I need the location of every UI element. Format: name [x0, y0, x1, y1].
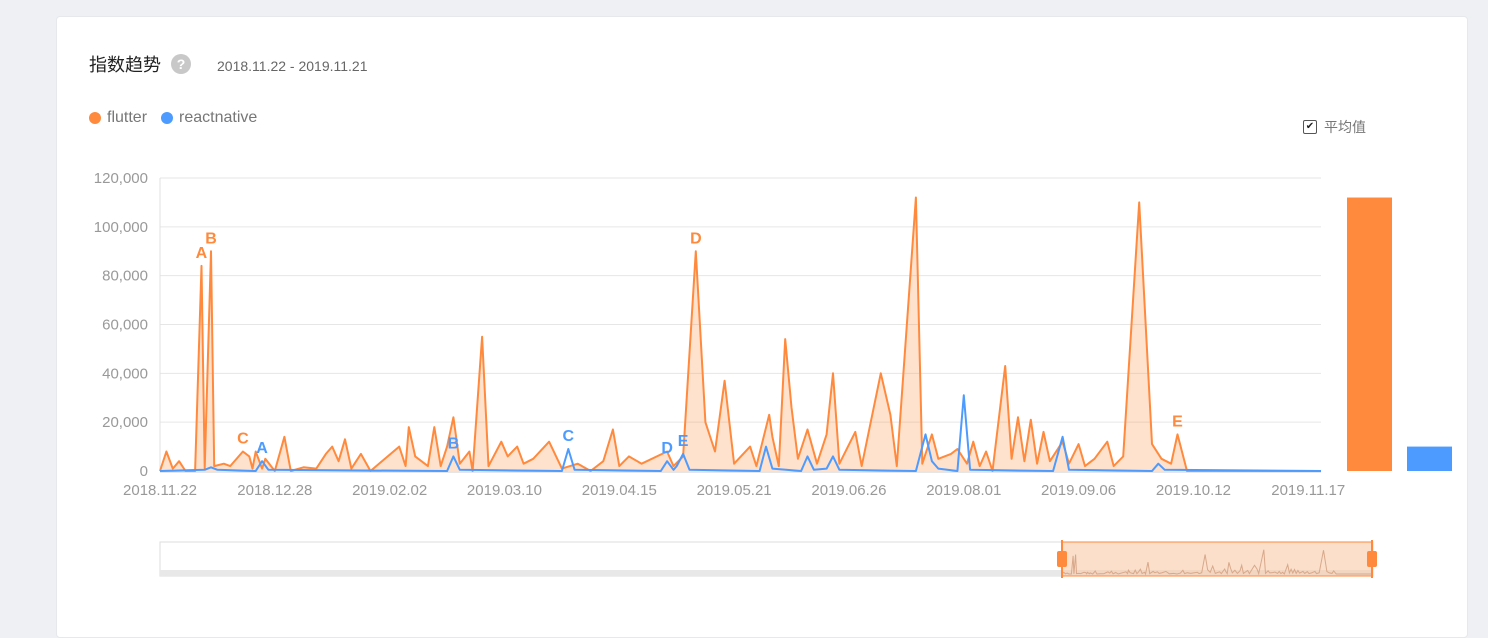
series-line-flutter — [159, 196, 1321, 472]
annotation-flutter: C — [237, 430, 249, 447]
range-selector-sparkline — [1061, 549, 1372, 576]
trend-chart: 0 20,000 40,000 60,000 80,000 100,000 120,000 2… — [94, 170, 1452, 578]
x-tick-label: 2019.08.01 — [926, 482, 1001, 499]
x-tick-label: 2019.03.10 — [467, 482, 542, 499]
y-tick-label: 80,000 — [102, 268, 148, 285]
average-bar-flutter — [1347, 197, 1392, 472]
average-bar-reactnative — [1407, 446, 1452, 471]
annotation-reactnative: E — [678, 433, 689, 450]
y-tick-label: 120,000 — [94, 170, 148, 187]
range-selector[interactable] — [159, 540, 1377, 578]
annotation-reactnative: B — [448, 435, 460, 452]
x-tick-label: 2019.10.12 — [1156, 482, 1231, 499]
x-tick-label: 2019.11.17 — [1271, 482, 1345, 499]
legend-item-reactnative[interactable]: reactnative — [161, 109, 257, 127]
x-tick-label: 2019.02.02 — [352, 482, 427, 499]
x-tick-label: 2019.04.15 — [582, 482, 657, 499]
y-tick-label: 40,000 — [102, 365, 148, 382]
series-line-reactnative — [159, 394, 1322, 472]
range-selector-window — [1061, 541, 1373, 577]
x-tick-label: 2018.12.28 — [237, 482, 312, 499]
average-toggle[interactable]: ✔ 平均值 — [1303, 117, 1366, 137]
legend-dot-flutter — [89, 112, 101, 124]
page-title: 指数趋势 — [89, 55, 161, 75]
card-header: 指数趋势 ? 2018.11.22 - 2019.11.21 — [89, 51, 368, 77]
legend-label-flutter: flutter — [107, 109, 148, 126]
x-tick-label: 2018.11.22 — [123, 482, 197, 499]
annotation-reactnative: D — [661, 440, 673, 457]
y-tick-label: 60,000 — [102, 317, 148, 334]
x-tick-label: 2019.05.21 — [697, 482, 772, 499]
annotation-flutter: D — [690, 230, 702, 247]
annotation-flutter: A — [196, 245, 208, 262]
range-selector-baseline — [160, 570, 1373, 576]
y-tick-label: 0 — [140, 463, 148, 480]
range-handle-left[interactable] — [1057, 551, 1067, 567]
average-label: 平均值 — [1324, 119, 1366, 135]
x-tick-label: 2019.09.06 — [1041, 482, 1116, 499]
annotation-flutter: B — [205, 230, 217, 247]
legend-label-reactnative: reactnative — [179, 109, 258, 126]
annotation-reactnative: C — [562, 428, 574, 445]
annotation-reactnative: A — [256, 440, 268, 457]
trend-card: 指数趋势 ? 2018.11.22 - 2019.11.21 flutter r… — [56, 16, 1468, 638]
y-tick-label: 100,000 — [94, 219, 148, 236]
y-tick-label: 20,000 — [102, 414, 148, 431]
annotation-flutter: E — [1172, 413, 1183, 430]
chart-legend: flutter reactnative — [89, 109, 271, 127]
range-handle-right[interactable] — [1367, 551, 1377, 567]
average-checkbox[interactable]: ✔ — [1303, 120, 1317, 134]
legend-dot-reactnative — [161, 112, 174, 124]
legend-item-flutter[interactable]: flutter — [89, 109, 147, 127]
question-circle-icon[interactable]: ? — [171, 54, 191, 74]
date-range: 2018.11.22 - 2019.11.21 — [217, 58, 368, 74]
x-tick-label: 2019.06.26 — [811, 482, 886, 499]
